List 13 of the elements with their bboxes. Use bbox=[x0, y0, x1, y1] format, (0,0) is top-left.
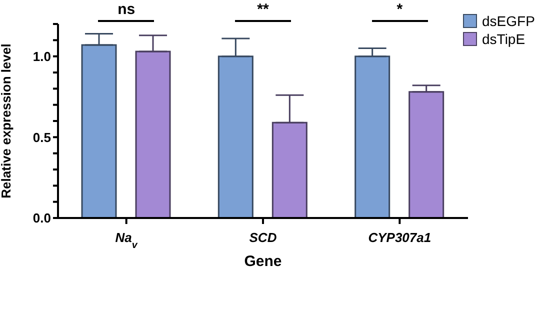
legend-label: dsEGFP bbox=[482, 13, 535, 29]
x-tick-label: SCD bbox=[249, 230, 278, 245]
x-tick-label: Na$_{v}$ bbox=[115, 230, 138, 250]
y-tick-label: 1.0 bbox=[32, 48, 51, 64]
text: * bbox=[396, 1, 404, 18]
y-tick-label: 0.0 bbox=[32, 210, 51, 226]
legend-label: dsTipE bbox=[482, 31, 526, 47]
x-tick-label: CYP307a1 bbox=[368, 230, 432, 245]
text: ns bbox=[116, 1, 136, 18]
x-axis-title: Gene bbox=[244, 253, 282, 270]
text: ** bbox=[256, 1, 270, 18]
y-tick-label: 0.5 bbox=[32, 130, 51, 145]
y-axis-title: Relative expression level bbox=[0, 44, 14, 198]
